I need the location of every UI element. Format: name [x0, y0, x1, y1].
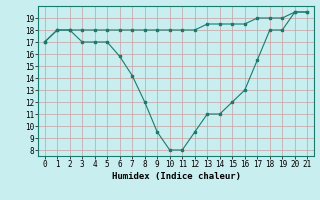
X-axis label: Humidex (Indice chaleur): Humidex (Indice chaleur) — [111, 172, 241, 181]
